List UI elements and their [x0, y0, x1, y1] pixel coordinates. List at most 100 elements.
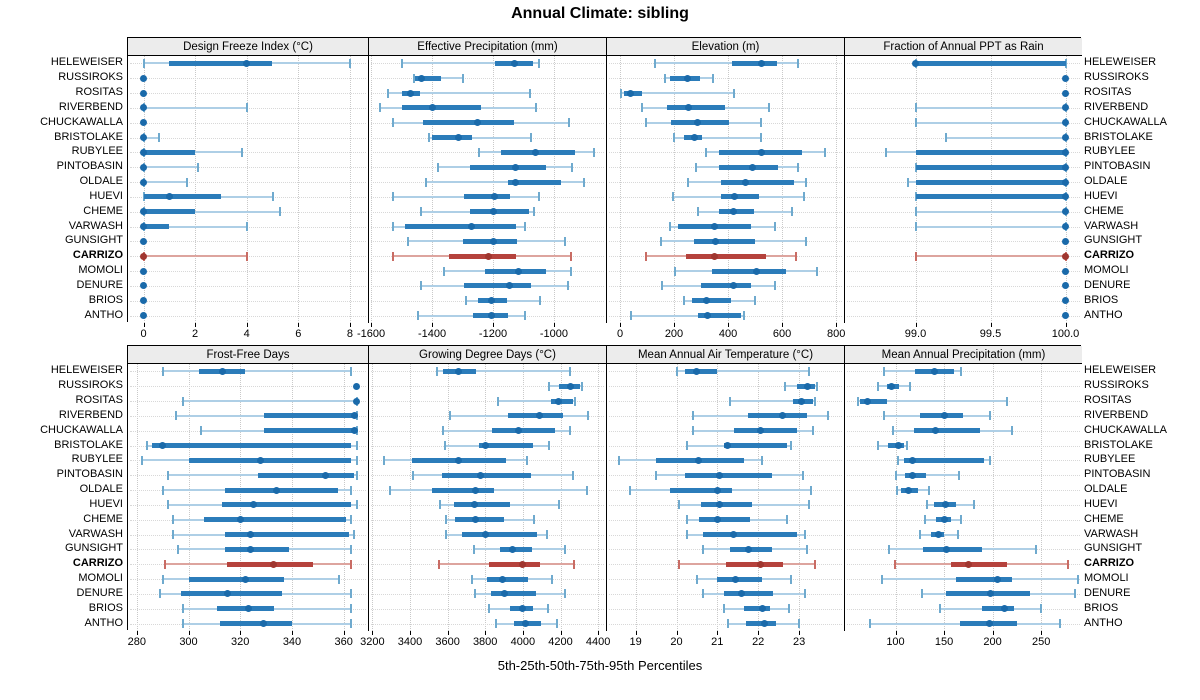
median-dot [484, 252, 492, 260]
whisker-cap [573, 396, 576, 406]
site-label-left: RUSSIROKS [58, 379, 123, 392]
gridline [349, 56, 351, 323]
whisker-cap [897, 455, 900, 465]
whisker-cap [539, 296, 542, 306]
whisker-cap [909, 381, 912, 391]
gridline [674, 56, 675, 323]
median-dot [509, 545, 516, 553]
panel [607, 364, 845, 631]
median-dot [1062, 163, 1069, 171]
median-dot [514, 427, 522, 435]
median-dot [159, 442, 167, 450]
whisker-cap [824, 147, 827, 157]
iqr-bar [691, 298, 731, 304]
site-label-right: OLDALE [1084, 175, 1128, 188]
whisker-cap [686, 177, 689, 187]
median-dot [940, 516, 948, 524]
whisker-cap [438, 559, 441, 569]
median-dot [471, 501, 479, 509]
median-dot [474, 119, 482, 127]
site-label-right: HELEWEISER [1084, 364, 1157, 377]
row-guide [130, 256, 366, 258]
median-dot [1062, 89, 1069, 97]
site-label-right: RUBYLEE [1084, 453, 1136, 466]
site-label-left: BRIOS [88, 601, 123, 614]
site-label-right: BRISTOLAKE [1084, 438, 1153, 451]
whisker-cap [557, 500, 560, 510]
site-label-left: MOMOLI [78, 572, 123, 585]
median-dot [797, 397, 805, 405]
whisker-cap [428, 133, 430, 143]
whisker-line [857, 400, 1008, 403]
gridline [136, 364, 138, 631]
whisker-cap [816, 266, 819, 276]
whisker-cap [158, 133, 160, 143]
site-label-right: ANTHO [1084, 616, 1123, 629]
whisker-cap [685, 441, 688, 451]
median-dot [454, 367, 462, 375]
whisker-cap [798, 619, 801, 629]
site-label-left: VARWASH [68, 527, 123, 540]
row-guide [847, 475, 1080, 477]
whisker-cap [444, 515, 447, 525]
whisker-cap [382, 455, 385, 465]
site-label-right: CARRIZO [1084, 249, 1135, 262]
median-dot [532, 148, 540, 156]
site-label-right: ROSITAS [1084, 86, 1132, 99]
whisker-cap [671, 192, 674, 202]
site-label-left: ANTHO [84, 308, 124, 321]
whisker-cap [891, 426, 894, 436]
axis-tick [728, 323, 730, 327]
axis-tick-label: 21 [711, 636, 724, 648]
iqr-bar [915, 194, 1066, 200]
site-label-right: DENURE [1084, 278, 1131, 291]
median-dot [472, 486, 480, 494]
median-dot [243, 59, 251, 67]
median-dot [738, 590, 746, 598]
whisker-cap [663, 73, 666, 83]
iqr-bar [701, 283, 751, 289]
axis-tick [349, 323, 351, 327]
median-dot [1062, 193, 1069, 201]
whisker-cap [350, 544, 353, 554]
whisker-cap [869, 619, 872, 629]
iqr-bar [732, 60, 777, 66]
row-guide [847, 445, 1080, 447]
site-label-right: RUSSIROKS [1084, 71, 1149, 84]
whisker-cap [1058, 619, 1061, 629]
median-dot [863, 397, 871, 405]
whisker-cap [581, 381, 584, 391]
whisker-cap [907, 177, 909, 187]
median-dot [165, 193, 173, 201]
median-dot [1062, 312, 1069, 320]
gridline [758, 364, 760, 631]
whisker-cap [566, 281, 569, 291]
gridline [895, 364, 897, 631]
median-dot [247, 545, 255, 553]
whisker-cap [548, 381, 551, 391]
axis-tick [292, 631, 293, 635]
median-dot [730, 282, 737, 290]
gridline [485, 364, 487, 631]
whisker-cap [880, 574, 883, 584]
median-dot [468, 223, 476, 231]
median-dot [908, 471, 916, 479]
gridline [553, 56, 555, 323]
iqr-bar [500, 546, 533, 552]
whisker-cap [350, 589, 353, 599]
gridline [676, 364, 678, 631]
median-dot [1062, 223, 1069, 231]
whisker-cap [789, 441, 792, 451]
whisker-cap [884, 147, 887, 157]
iqr-bar [263, 428, 357, 434]
iqr-bar [955, 576, 1012, 582]
gridline [246, 56, 248, 323]
whisker-cap [400, 58, 403, 68]
whisker-cap [245, 103, 248, 113]
site-label-right: DENURE [1084, 586, 1131, 599]
median-dot [536, 412, 544, 420]
gridline [372, 364, 374, 631]
whisker-line [674, 136, 761, 139]
median-dot [140, 237, 147, 245]
median-dot [489, 208, 497, 216]
